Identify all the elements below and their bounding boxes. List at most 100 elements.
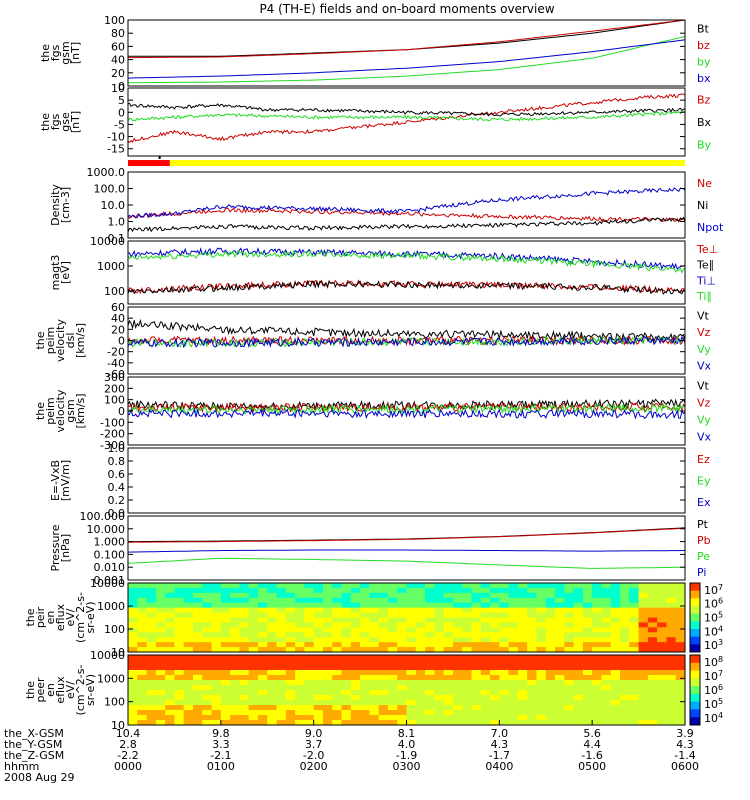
- spectrogram-cell: [406, 665, 417, 671]
- spectrogram-cell: [322, 587, 333, 594]
- panel-frame: [127, 582, 686, 653]
- x-axis-row-label: the_Z-GSM: [4, 749, 64, 762]
- spectrogram-cell: [675, 705, 686, 711]
- spectrogram-cell: [211, 700, 222, 706]
- spectrogram-cell: [239, 592, 250, 599]
- spectrogram-cell: [192, 592, 203, 599]
- spectrogram-cell: [230, 655, 240, 661]
- spectrogram-cell: [387, 715, 398, 721]
- spectrogram-cell: [360, 680, 370, 686]
- spectrogram-cell: [378, 710, 389, 716]
- spectrogram-cell: [536, 690, 547, 696]
- spectrogram-cell: [350, 592, 361, 599]
- spectrogram-cell: [657, 690, 667, 696]
- spectrogram-cell: [360, 710, 370, 716]
- spectrogram-cell: [527, 700, 537, 706]
- spectrogram-cell: [304, 602, 315, 609]
- spectrogram-cell: [415, 607, 426, 614]
- spectrogram-cell: [397, 665, 407, 671]
- spectrogram-cell: [174, 670, 185, 676]
- spectrogram-cell: [313, 617, 324, 623]
- spectrogram-cell: [257, 592, 268, 599]
- spectrogram-cell: [638, 597, 649, 604]
- y-tick-label: 100: [104, 14, 125, 27]
- spectrogram-cell: [657, 602, 667, 609]
- spectrogram-cell: [174, 655, 185, 661]
- spectrogram-cell: [128, 690, 138, 696]
- spectrogram-cell: [313, 695, 324, 701]
- spectrogram-cell: [517, 710, 528, 716]
- spectrogram-cell: [471, 592, 482, 599]
- spectrogram-cell: [341, 700, 352, 706]
- spectrogram-cell: [443, 715, 454, 721]
- spectrogram-cell: [257, 695, 268, 701]
- spectrogram-cell: [434, 680, 445, 686]
- spectrogram-cell: [276, 622, 287, 628]
- spectrogram-cell: [573, 622, 584, 628]
- spectrogram-cell: [202, 715, 213, 721]
- spectrogram-cell: [675, 602, 686, 609]
- spectrogram-cell: [490, 637, 500, 643]
- spectrogram-cell: [508, 665, 519, 671]
- spectrogram-cell: [601, 680, 612, 686]
- spectrogram-cell: [601, 632, 612, 638]
- spectrogram-cell: [137, 660, 148, 666]
- spectrogram-cell: [295, 632, 305, 638]
- spectrogram-cell: [155, 705, 166, 711]
- spectrogram-cell: [564, 690, 575, 696]
- spectrogram-cell: [285, 660, 296, 666]
- spectrogram-cell: [666, 715, 677, 721]
- spectrogram-cell: [165, 655, 175, 661]
- spectrogram-cell: [341, 675, 352, 681]
- spectrogram-cell: [443, 655, 454, 661]
- spectrogram-cell: [350, 675, 361, 681]
- spectrogram-cell: [545, 583, 556, 589]
- spectrogram-cell: [536, 655, 547, 661]
- y-axis-label: thepeerenefluxeV/(cm^2-s-sr-eV): [24, 665, 97, 716]
- spectrogram-cell: [462, 587, 472, 594]
- spectrogram-cell: [620, 675, 630, 681]
- y-tick-label: -15: [107, 143, 125, 156]
- y-tick-label: -40: [107, 357, 125, 370]
- spectrogram-cell: [666, 700, 677, 706]
- spectrogram-cell: [276, 665, 287, 671]
- spectrogram-cell: [415, 642, 426, 648]
- spectrogram-cell: [517, 587, 528, 594]
- spectrogram-cell: [527, 690, 537, 696]
- spectrogram-cell: [397, 602, 407, 609]
- spectrogram-cell: [462, 627, 472, 633]
- spectrogram-cell: [573, 685, 584, 691]
- spectrogram-cell: [480, 675, 491, 681]
- spectrogram-cell: [165, 695, 175, 701]
- spectrogram-cell: [165, 680, 175, 686]
- colorbar-tick-label: 105: [704, 697, 723, 711]
- spectrogram-cell: [471, 622, 482, 628]
- spectrogram-cell: [490, 612, 500, 618]
- spectrogram-cell: [387, 637, 398, 643]
- spectrogram-cell: [304, 592, 315, 599]
- spectrogram-cell: [322, 583, 333, 589]
- legend-label: Ni: [697, 199, 708, 212]
- spectrogram-cell: [536, 592, 547, 599]
- spectrogram-cell: [406, 660, 417, 666]
- spectrogram-cell: [239, 597, 250, 604]
- spectrogram-cell: [285, 675, 296, 681]
- spectrogram-cell: [239, 587, 250, 594]
- y-tick-label: 0.4: [108, 481, 126, 494]
- spectrogram-cell: [471, 587, 482, 594]
- y-tick-label: 0.001: [94, 574, 126, 587]
- spectrogram-cell: [146, 685, 157, 691]
- y-tick-label: 0.1: [108, 232, 126, 245]
- spectrogram-cell: [480, 587, 491, 594]
- spectrogram-cell: [230, 690, 240, 696]
- spectrogram-cell: [146, 647, 157, 653]
- spectrogram-cell: [378, 705, 389, 711]
- spectrogram-cell: [248, 617, 259, 623]
- spectrogram-cell: [527, 665, 537, 671]
- x-tick-label: -1.9: [396, 749, 417, 762]
- spectrogram-cell: [248, 690, 259, 696]
- spectrogram-cell: [536, 647, 547, 653]
- colorbar-segment: [690, 636, 700, 645]
- spectrogram-cell: [248, 592, 259, 599]
- spectrogram-cell: [434, 670, 445, 676]
